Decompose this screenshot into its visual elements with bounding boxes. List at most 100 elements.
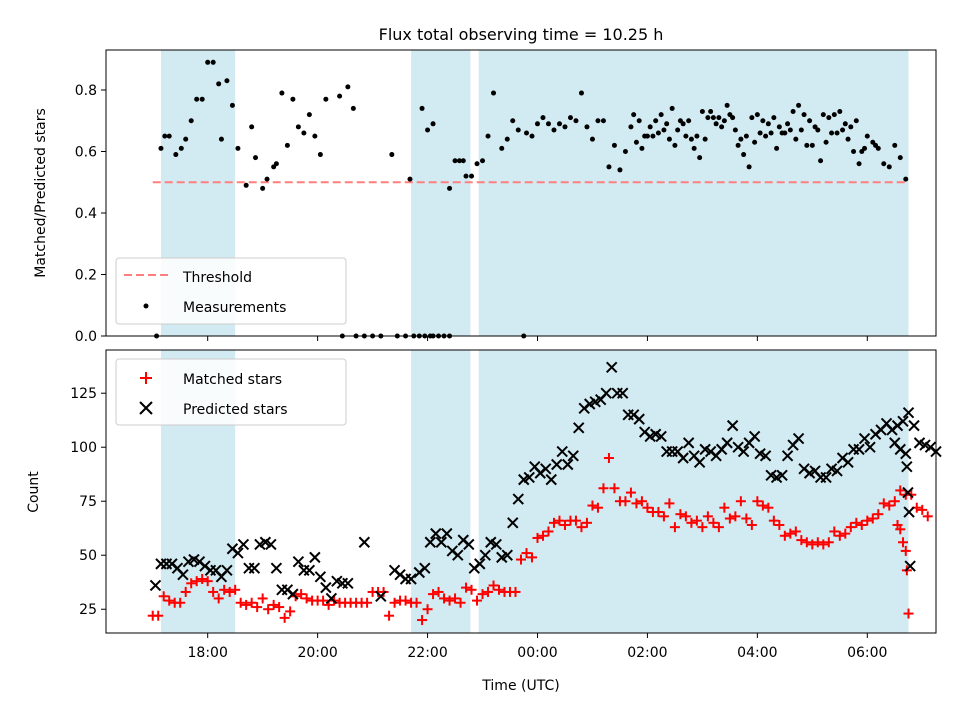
predicted-point-18	[248, 562, 261, 574]
measurement-point-130	[848, 124, 854, 130]
predicted-point-b	[430, 527, 442, 540]
bottom-x-tick-label-0: 18:00	[188, 645, 228, 661]
matched-point-93	[658, 511, 669, 522]
matched-point-43	[384, 610, 395, 621]
matched-point-128	[851, 517, 862, 528]
predicted-point-b	[490, 538, 502, 551]
predicted-point-21	[265, 538, 277, 551]
measurement-point-82	[584, 124, 590, 130]
measurement-point-92	[639, 145, 645, 151]
measurement-point-172	[697, 155, 703, 161]
predicted-point-b	[171, 562, 184, 574]
matched-point-127	[845, 522, 856, 533]
measurement-point-163	[746, 164, 752, 170]
matched-point-84	[609, 483, 620, 494]
predicted-point-15	[232, 547, 244, 559]
matched-point-60	[477, 589, 488, 600]
measurement-point-165	[735, 142, 741, 148]
observing-windows	[160, 50, 909, 336]
predicted-point-b	[853, 443, 865, 456]
measurement-point-63	[480, 158, 486, 164]
chart-title: Flux total observing time = 10.25 h	[379, 25, 664, 44]
matched-point-5	[175, 597, 186, 608]
measurement-point-149	[823, 139, 829, 145]
measurement-point-80	[573, 118, 579, 124]
measurement-point-131	[853, 118, 859, 124]
predicted-point-b	[287, 588, 299, 600]
predicted-point-b	[309, 551, 321, 564]
measurement-point-23	[273, 161, 279, 167]
measurement-point-69	[515, 127, 521, 133]
predicted-point-b	[551, 458, 563, 471]
predicted-point-71	[573, 422, 585, 434]
predicted-point-b	[188, 553, 200, 566]
predicted-point-b	[540, 463, 552, 475]
matched-point-3	[164, 595, 175, 606]
predicted-point-108	[776, 469, 788, 482]
predicted-stars-points	[149, 361, 942, 605]
predicted-point-b	[523, 471, 535, 484]
predicted-point-132	[908, 419, 920, 432]
measurement-point-103	[699, 109, 705, 115]
measurement-point-104	[705, 115, 711, 121]
matched-point-113	[768, 515, 779, 526]
measurement-points	[154, 59, 909, 339]
predicted-point-37	[375, 590, 387, 602]
matched-point-105	[724, 513, 735, 524]
matched-point-126	[840, 528, 851, 539]
measurement-point-20	[260, 185, 266, 191]
matched-point-108	[741, 513, 752, 524]
measurement-point-161	[757, 130, 763, 136]
measurement-point-57	[452, 158, 458, 164]
predicted-point-58	[501, 549, 513, 561]
matched-point-23	[274, 602, 285, 613]
matched-point-53	[439, 593, 450, 604]
matched-point-73	[548, 517, 559, 528]
matched-point-13	[219, 584, 230, 595]
top-x-ticks	[207, 336, 868, 341]
predicted-point-b	[474, 558, 486, 570]
predicted-point-139	[900, 447, 912, 460]
measurement-point-154	[796, 102, 802, 108]
measurement-point-98	[672, 142, 678, 148]
matched-point-52	[433, 586, 444, 597]
matched-point-103	[713, 522, 724, 533]
predicted-point-111	[792, 432, 805, 445]
predicted-point-124	[864, 441, 876, 453]
predicted-point-b	[314, 571, 327, 583]
measurement-point-90	[628, 124, 634, 130]
matched-point-100	[697, 522, 708, 533]
predicted-point-b	[248, 562, 261, 574]
matched-point-72	[543, 526, 554, 537]
predicted-point-b	[842, 456, 854, 469]
bottom-x-ticks: 18:00 20:00 22:00 00:00 02:00 04:00 06:00	[188, 633, 887, 661]
observing-window-1	[411, 50, 471, 336]
top-y-tick-label-4: 0.8	[75, 83, 97, 99]
measurement-point-41	[389, 152, 395, 158]
matched-point-80	[587, 500, 598, 511]
predicted-point-b	[556, 445, 568, 458]
predicted-point-45	[430, 527, 442, 540]
measurement-point-125	[820, 112, 826, 118]
measurement-point-1	[158, 145, 164, 151]
matched-point-24	[279, 612, 290, 623]
predicted-point-b	[792, 432, 805, 445]
measurement-point-28	[301, 130, 307, 136]
matched-point-50	[422, 604, 433, 615]
matched-point-46	[400, 595, 411, 606]
predicted-point-105	[759, 450, 772, 462]
measurement-point-174	[686, 118, 692, 124]
matched-point-17	[241, 599, 252, 610]
predicted-point-109	[781, 450, 794, 462]
matched-point-55	[450, 593, 461, 604]
top-y-tick-label-2: 0.4	[75, 206, 97, 222]
measurement-point-79	[567, 115, 573, 121]
measurement-point-21	[264, 176, 270, 182]
predicted-point-142	[903, 506, 915, 518]
matched-point-16	[235, 597, 246, 608]
measurement-point-6	[183, 136, 189, 142]
predicted-point-68	[556, 445, 568, 458]
measurement-point-152	[807, 118, 813, 124]
matched-point-68	[521, 548, 532, 559]
measurement-point-175	[680, 121, 686, 127]
